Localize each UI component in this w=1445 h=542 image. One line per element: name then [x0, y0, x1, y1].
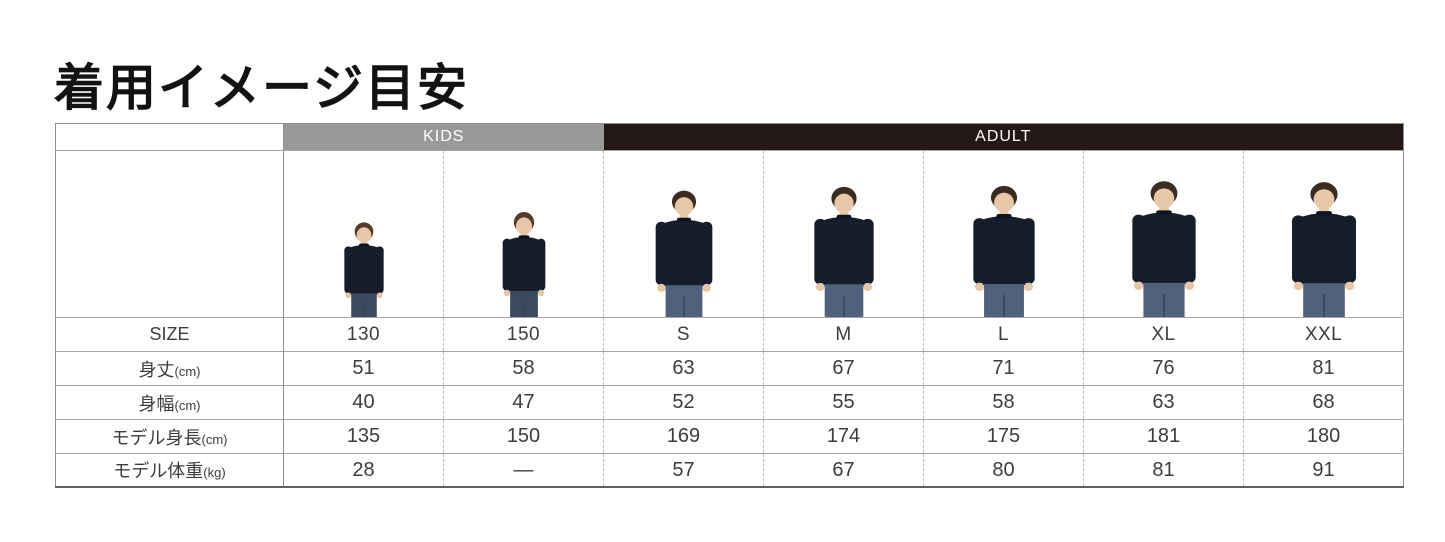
model-figure: [799, 178, 888, 317]
model-weight-value: 91: [1242, 453, 1404, 487]
size-value: XL: [1083, 317, 1244, 352]
model-figure: [958, 177, 1050, 317]
model-weight-value: —: [443, 453, 604, 487]
size-value: 130: [283, 317, 444, 352]
photo-row-label-cell: [55, 150, 284, 318]
body-length-row: 身丈(cm) 51 58 63 67 71 76 81: [55, 351, 1404, 386]
size-row: SIZE 130 150 S M L XL XXL: [55, 317, 1404, 352]
model-weight-value: 28: [283, 453, 444, 487]
body-width-value: 55: [763, 385, 924, 420]
size-chart-table: KIDS ADULT SIZE 130 150 S: [55, 123, 1405, 488]
model-weight-row: モデル体重(kg) 28 — 57 67 80 81 91: [55, 453, 1404, 487]
model-photo-kids-130: [284, 151, 444, 318]
model-photo-adult-s: [603, 150, 764, 318]
row-label-text: モデル身長: [111, 427, 202, 448]
size-chart: KIDS ADULT SIZE 130 150 S: [55, 123, 1405, 488]
model-figure: [641, 182, 726, 317]
size-value: XXL: [1242, 317, 1404, 352]
row-label-unit: (cm): [201, 431, 228, 447]
group-header-adult: ADULT: [603, 123, 1404, 151]
row-label-unit: (cm): [174, 363, 201, 379]
row-label-size: SIZE: [55, 317, 284, 352]
model-height-value: 181: [1083, 419, 1244, 454]
body-width-value: 63: [1083, 385, 1244, 420]
body-length-value: 71: [923, 351, 1084, 386]
model-height-value: 169: [603, 419, 764, 454]
body-length-value: 81: [1242, 351, 1404, 386]
model-photo-adult-m: [763, 150, 924, 318]
row-label-unit: (cm): [174, 397, 201, 413]
body-width-value: 40: [283, 385, 444, 420]
model-weight-value: 67: [763, 453, 924, 487]
model-weight-value: 57: [603, 453, 764, 487]
model-height-row: モデル身長(cm) 135 150 169 174 175 181 180: [55, 419, 1404, 454]
row-label-text: SIZE: [149, 324, 190, 344]
model-photo-row: [55, 150, 1404, 318]
body-width-value: 52: [603, 385, 764, 420]
size-value: S: [603, 317, 764, 352]
row-label-body-width: 身幅(cm): [55, 385, 284, 420]
body-length-value: 51: [283, 351, 444, 386]
body-length-value: 63: [603, 351, 764, 386]
model-height-value: 135: [283, 419, 444, 454]
group-header-kids: KIDS: [283, 123, 604, 151]
model-photo-kids-150: [443, 150, 604, 318]
model-photo-adult-xl: [1083, 150, 1244, 318]
group-header-row: KIDS ADULT: [55, 123, 1404, 151]
row-label-text: 身幅: [138, 393, 175, 414]
model-figure: [1116, 172, 1211, 317]
model-height-value: 175: [923, 419, 1084, 454]
model-figure: [334, 217, 393, 317]
corner-cell: [55, 123, 284, 151]
size-value: M: [763, 317, 924, 352]
size-value: L: [923, 317, 1084, 352]
body-length-value: 58: [443, 351, 604, 386]
row-label-unit: (kg): [203, 465, 226, 480]
size-value: 150: [443, 317, 604, 352]
row-label-text: モデル体重: [113, 461, 204, 481]
model-height-value: 174: [763, 419, 924, 454]
row-label-model-height: モデル身長(cm): [55, 419, 284, 454]
row-label-text: 身丈: [138, 359, 175, 380]
model-height-value: 180: [1242, 419, 1404, 454]
body-width-value: 58: [923, 385, 1084, 420]
row-label-body-length: 身丈(cm): [55, 351, 284, 386]
row-label-model-weight: モデル体重(kg): [55, 453, 284, 487]
model-weight-value: 80: [923, 453, 1084, 487]
model-photo-adult-xxl: [1242, 150, 1404, 318]
body-width-value: 47: [443, 385, 604, 420]
body-width-row: 身幅(cm) 40 47 52 55 58 63 68: [55, 385, 1404, 420]
body-length-value: 76: [1083, 351, 1244, 386]
model-photo-adult-l: [923, 150, 1084, 318]
body-width-value: 68: [1242, 385, 1404, 420]
page-title: 着用イメージ目安: [54, 59, 469, 116]
model-figure: [1276, 173, 1372, 317]
model-weight-value: 81: [1083, 453, 1244, 487]
body-length-value: 67: [763, 351, 924, 386]
model-height-value: 150: [443, 419, 604, 454]
model-figure: [492, 206, 556, 317]
